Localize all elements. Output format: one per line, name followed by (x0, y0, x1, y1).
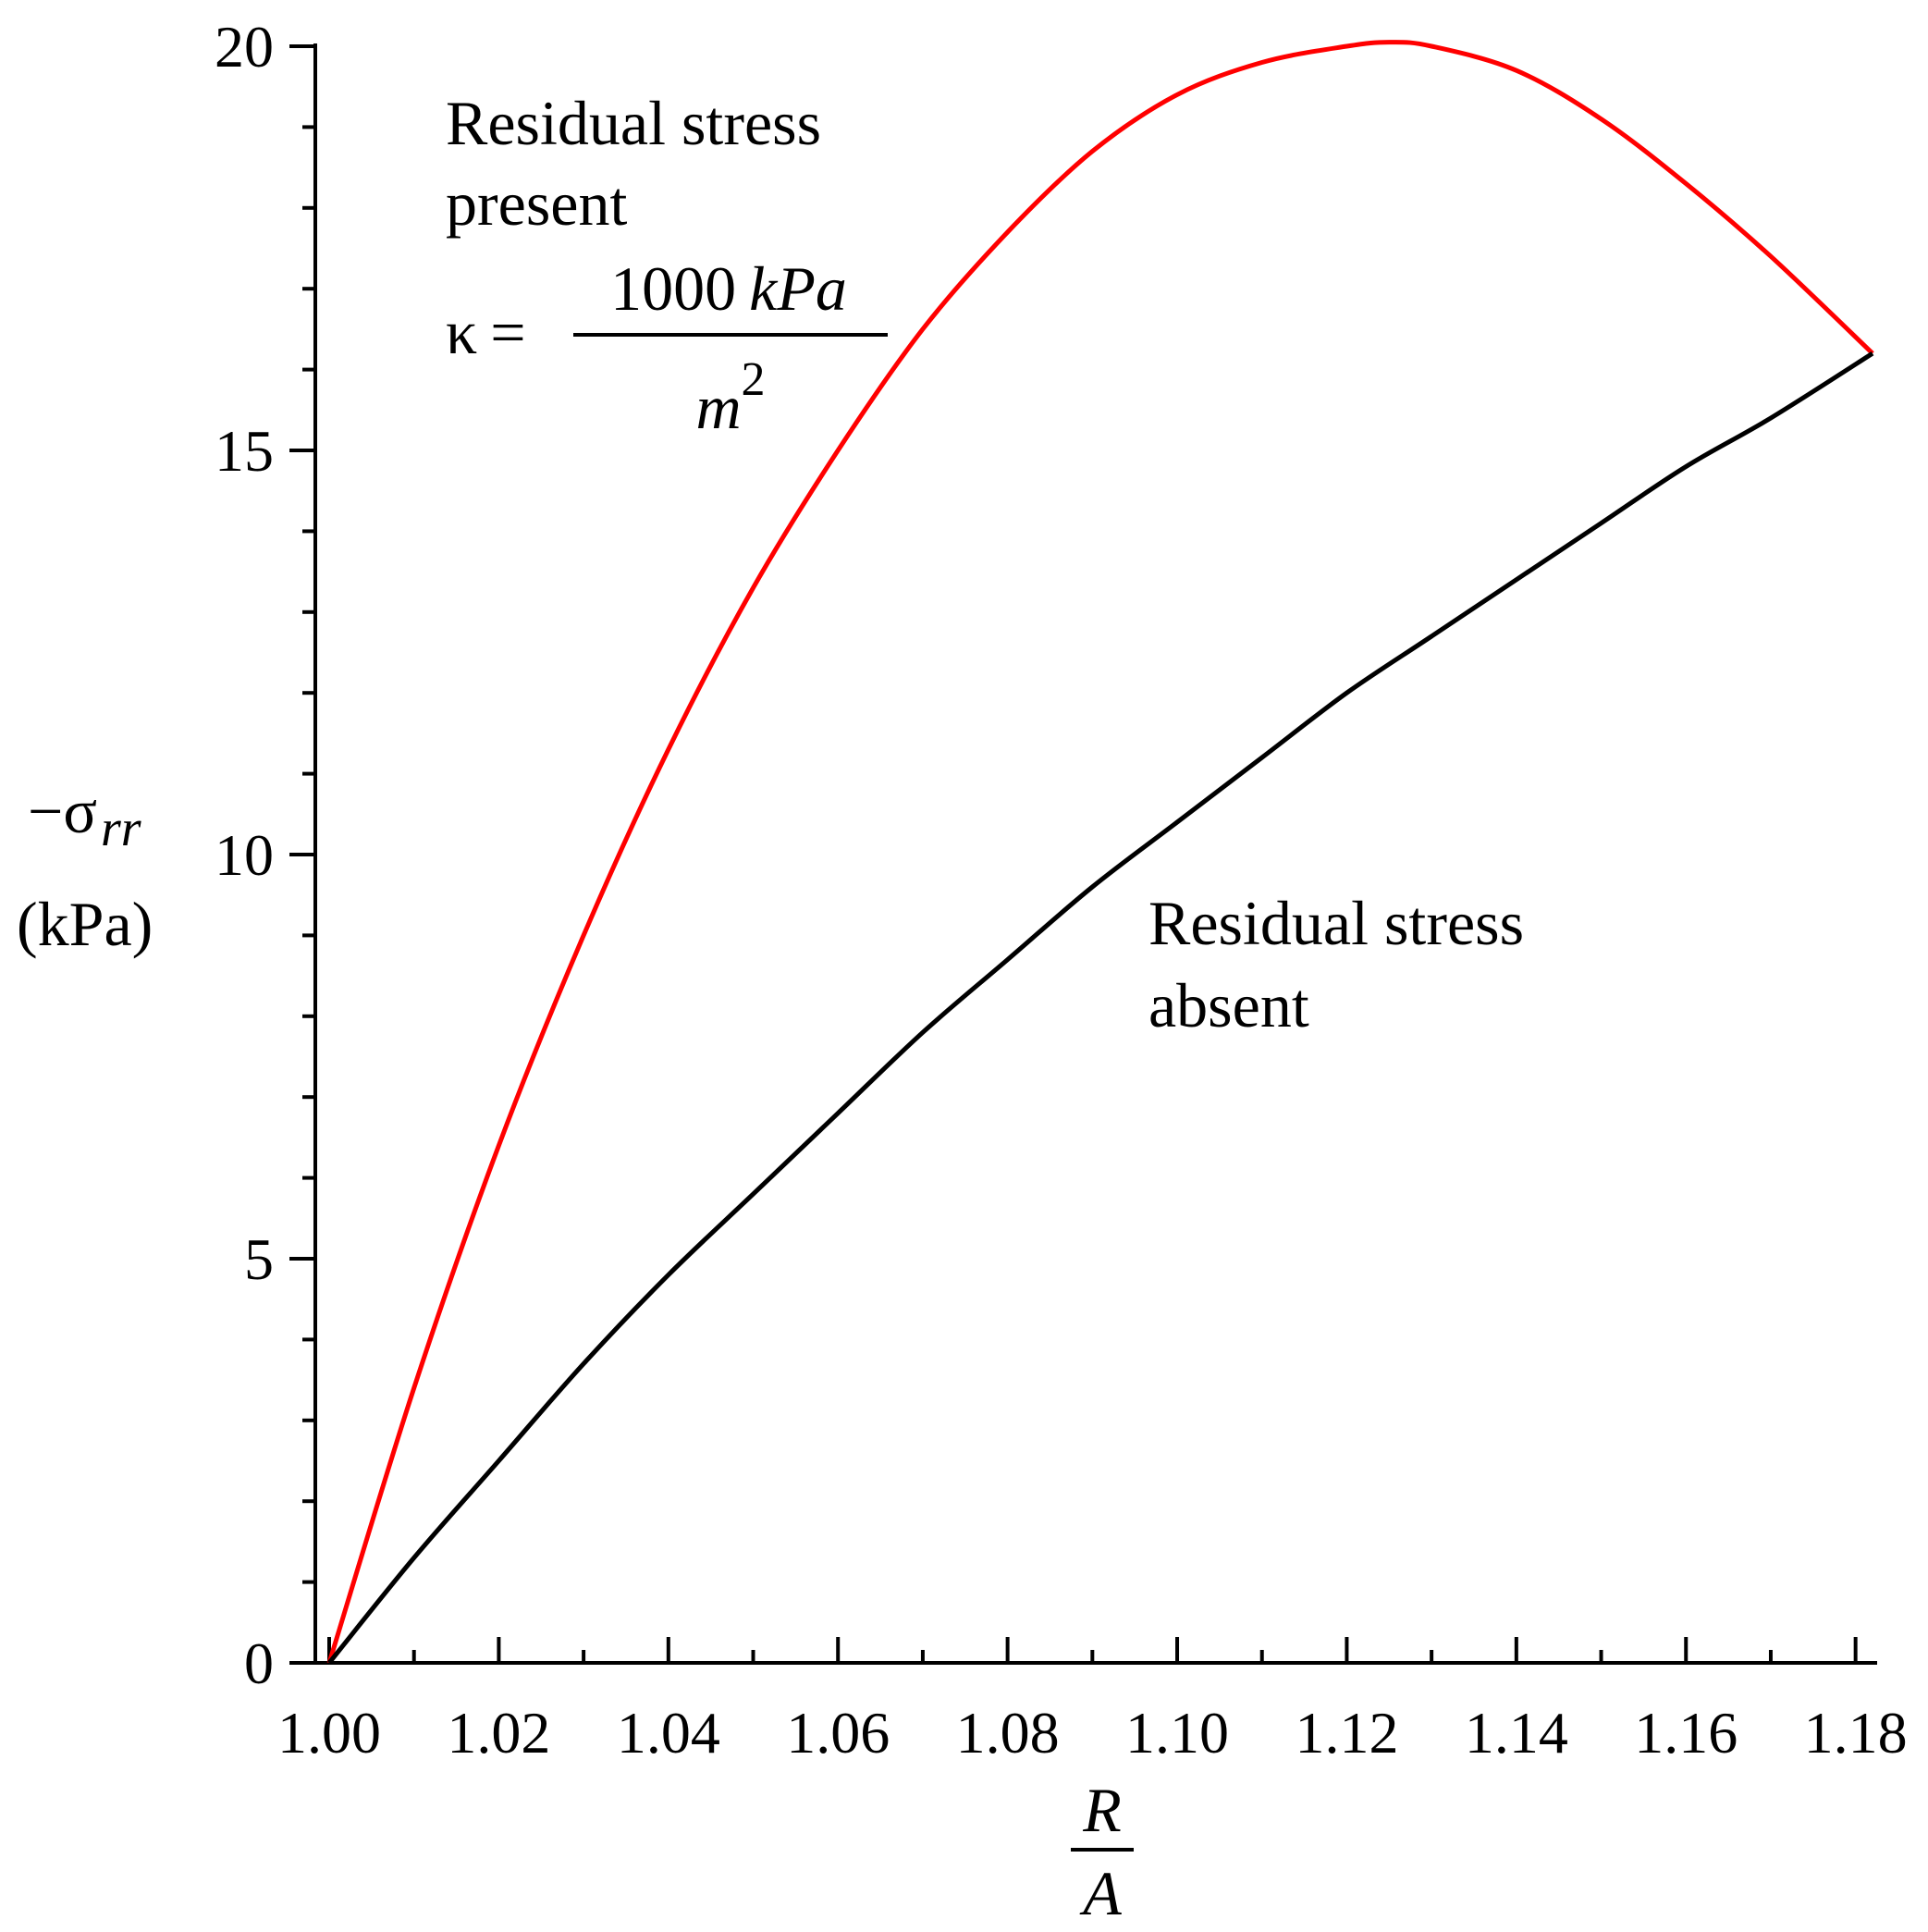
x-tick-label: 1.12 (1295, 1700, 1398, 1766)
series-line-residual-absent (327, 351, 1874, 1665)
kappa-numerator-value: 1000 (610, 253, 736, 324)
kappa-denominator-exp: 2 (742, 353, 766, 406)
annotation-present-line1: Residual stress (446, 88, 821, 158)
x-tick-label: 1.04 (617, 1700, 720, 1766)
x-tick-label: 1.16 (1634, 1700, 1738, 1766)
y-tick-label: 10 (215, 822, 274, 888)
annotation-absent-line1: Residual stress (1148, 888, 1524, 958)
x-tick-label: 1.02 (447, 1700, 550, 1766)
annotation-present-line2: present (446, 168, 627, 239)
y-axis-label-prefix: −σ (28, 776, 97, 846)
x-axis-label-denominator: A (1079, 1858, 1122, 1928)
y-tick-label: 0 (244, 1631, 274, 1696)
x-tick-label: 1.14 (1465, 1700, 1568, 1766)
x-axis-ticks: 1.00 1.02 1.04 1.06 1.08 1.10 1.12 1.14 1.16 1.18 (277, 1637, 1908, 1766)
y-tick-label: 5 (244, 1226, 274, 1292)
x-tick-label: 1.00 (277, 1700, 381, 1766)
x-tick-label: 1.06 (786, 1700, 890, 1766)
annotation-absent-line2: absent (1148, 970, 1309, 1040)
y-axis-unit: (kPa) (17, 889, 153, 959)
x-axis-label-numerator: R (1082, 1775, 1122, 1845)
x-tick-label: 1.08 (956, 1700, 1060, 1766)
y-axis-label-subscript: rr (101, 800, 141, 857)
kappa-numerator: 1000 kPa (610, 253, 847, 324)
kappa-denominator-base: m (695, 372, 741, 442)
y-axis-label: −σrr (28, 776, 141, 857)
kappa-symbol: κ (446, 297, 477, 367)
series-line-residual-present (326, 40, 1874, 1664)
kappa-numerator-unit: kPa (749, 253, 847, 324)
x-tick-label: 1.18 (1804, 1700, 1908, 1766)
series-layer (326, 40, 1874, 1665)
y-axis-ticks: 0 5 10 15 20 (215, 14, 315, 1696)
kappa-denominator: m2 (695, 353, 765, 442)
x-tick-label: 1.10 (1125, 1700, 1229, 1766)
kappa-equals: = (490, 297, 525, 367)
y-tick-label: 15 (215, 418, 274, 484)
y-tick-label: 20 (215, 14, 274, 80)
annotation-kappa: κ = (446, 297, 526, 367)
